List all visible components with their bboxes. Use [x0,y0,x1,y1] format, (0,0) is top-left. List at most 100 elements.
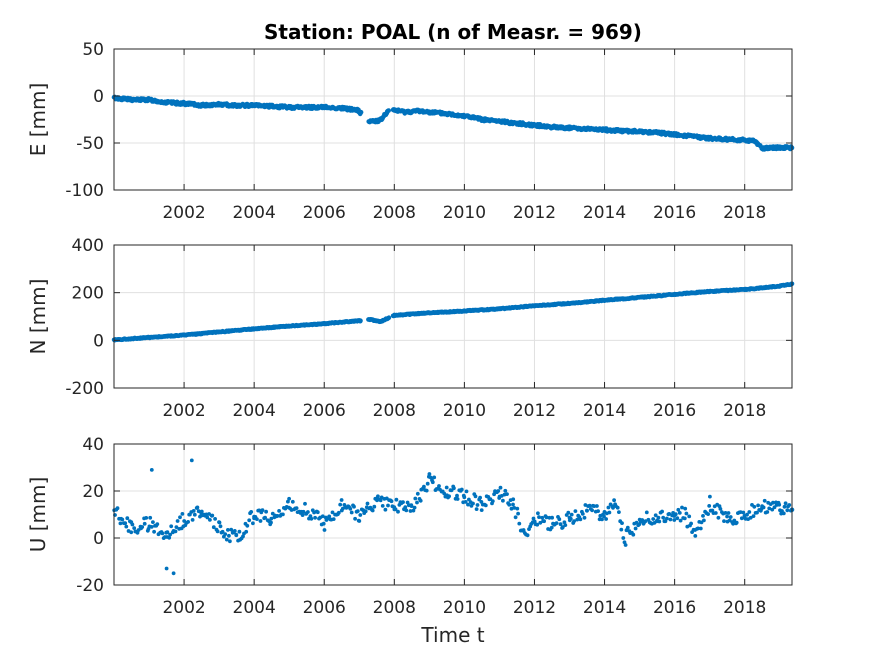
east-xtick-label: 2004 [233,203,276,223]
up-xtick-label: 2012 [513,598,556,618]
up-data-point [269,520,273,525]
north-xtick-label: 2018 [723,401,766,421]
up-data-point [437,484,441,488]
east-data-point [358,109,364,115]
up-data-point [401,500,405,504]
up-data-point [320,514,325,519]
up-data-point [444,485,449,490]
up-data-point [516,511,520,516]
up-data-point [771,500,775,505]
up-data-point [327,514,332,519]
up-data-point [432,475,437,480]
east-data-point [386,108,392,113]
up-data-point [544,515,549,520]
up-data-point [783,501,788,506]
east-ylabel: E [mm] [26,83,50,157]
up-data-point [661,515,666,520]
up-data-point [452,486,456,491]
up-data-point [653,513,658,518]
east-xtick-label: 2018 [723,203,766,223]
up-data-point [269,516,274,521]
up-data-point [498,485,503,490]
up-plot-area [113,443,793,586]
up-data-point [415,491,420,496]
up-data-point [352,504,356,509]
up-data-point [722,519,726,523]
up-data-point [675,516,680,521]
up-data-point [211,525,216,530]
up-data-point [245,523,250,528]
up-data-point [464,489,469,494]
up-data-point [322,528,327,532]
north-ytick-label: 200 [72,284,104,304]
up-data-point [217,520,222,525]
up-data-point [625,525,630,530]
up-data-point [569,512,574,517]
up-data-point [600,517,604,522]
up-data-point [309,516,314,521]
up-data-point [651,517,656,521]
up-data-point [115,506,120,511]
north-xtick-label: 2016 [653,401,696,421]
up-data-point [357,519,362,523]
up-data-point [408,509,413,513]
up-data-point [178,515,182,520]
up-data-point [208,518,212,522]
up-data-point [592,504,597,508]
up-data-point [196,509,201,514]
up-data-point [762,498,767,503]
up-data-point [473,494,478,499]
up-data-point [496,489,501,493]
up-data-point [680,505,684,510]
up-xtick-label: 2004 [233,598,276,618]
east-ytick-label: -100 [65,181,104,201]
up-xtick-label: 2006 [303,598,346,618]
up-data-point [403,505,408,510]
up-data-point [301,509,306,514]
east-ytick-label: -50 [76,134,104,154]
up-data-point [507,502,512,507]
north-xtick-label: 2010 [443,401,486,421]
up-data-point [118,521,123,526]
up-data-point [466,502,470,507]
up-data-point [123,521,128,526]
up-data-point [396,509,400,514]
up-data-point [606,505,611,510]
up-data-point [427,472,432,476]
up-data-point [331,517,336,521]
up-data-point [199,509,204,514]
east-xtick-label: 2014 [583,203,626,223]
up-data-point [251,521,255,526]
east-xtick-label: 2012 [513,203,556,223]
up-data-point [152,529,157,534]
up-data-point [572,519,576,523]
up-data-point [205,515,210,520]
east-axes-frame [113,48,793,191]
up-data-point [389,499,394,504]
up-data-point [306,510,310,514]
up-data-point [144,516,149,520]
up-data-point [554,521,559,525]
up-data-point [353,516,357,521]
up-data-point [339,498,344,502]
up-data-point [167,535,172,540]
up-data-point [218,524,223,529]
east-xtick-label: 2008 [373,203,416,223]
up-data-point [394,497,399,502]
up-axes-frame [113,443,793,586]
up-data-point [393,507,398,512]
up-data-point [478,495,482,500]
up-data-point [303,501,307,506]
up-data-point [151,520,155,524]
up-data-point [665,516,669,521]
up-data-point [723,511,728,515]
up-data-point [376,494,380,499]
north-xtick-label: 2012 [513,401,556,421]
up-data-point [160,531,165,536]
up-xtick-label: 2018 [723,598,766,618]
up-data-point [169,524,174,529]
up-data-point [425,481,430,486]
up-data-point [386,503,390,508]
up-data-point [192,512,197,517]
